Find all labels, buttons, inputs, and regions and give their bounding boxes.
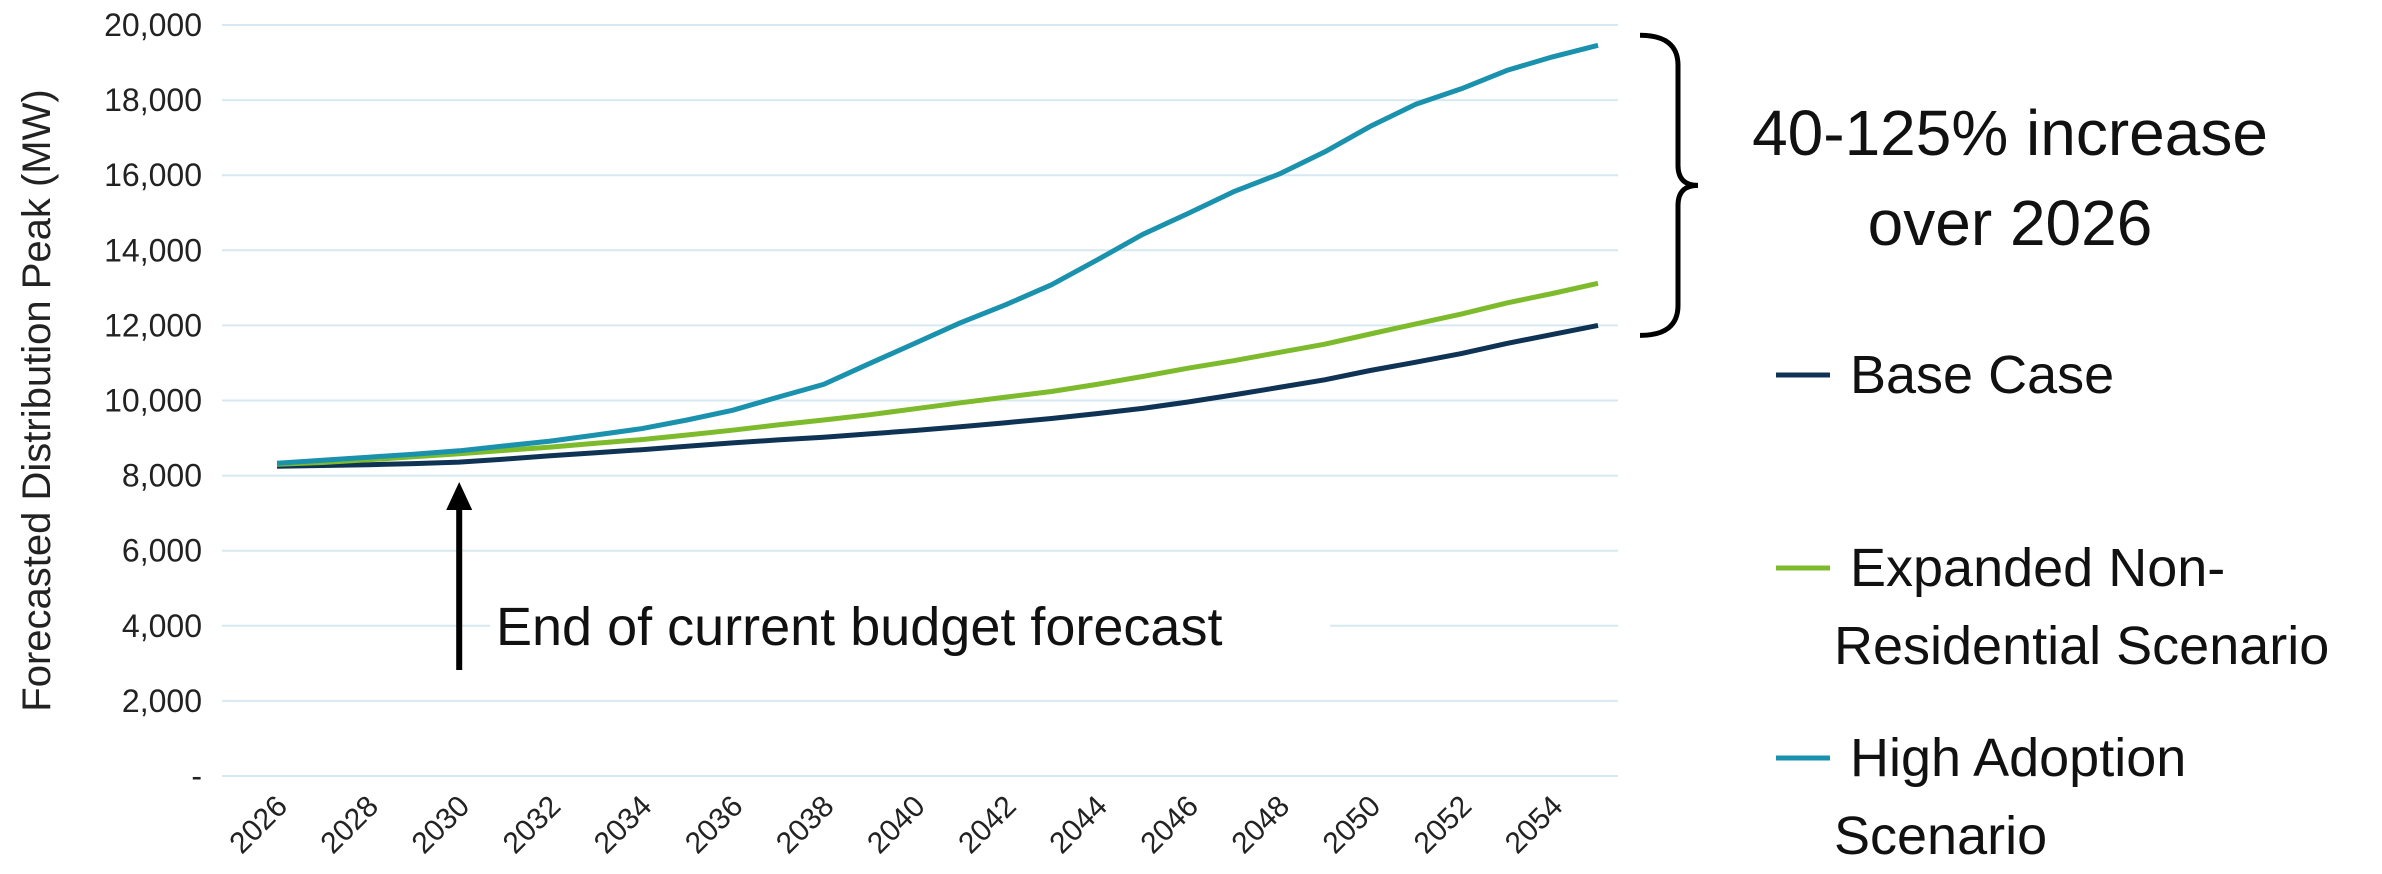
y-axis-ticks: - 2,000 4,000 6,000 8,000 10,000 12,000 14,000 1… bbox=[104, 7, 202, 794]
legend-label: Scenario bbox=[1834, 806, 2047, 866]
range-brace bbox=[1639, 32, 1699, 338]
budget-annotation: End of current budget forecast bbox=[496, 597, 1222, 657]
legend-label: Expanded Non- bbox=[1850, 538, 2225, 598]
y-tick-label: 14,000 bbox=[104, 232, 202, 268]
legend-label: Residential Scenario bbox=[1834, 616, 2329, 676]
annotations: End of current budget forecast 40-125% in… bbox=[446, 32, 2268, 670]
series-line bbox=[276, 280, 1599, 467]
legend: Base Case Expanded Non- Residential Scenar… bbox=[1776, 345, 2329, 866]
legend-label: Base Case bbox=[1850, 345, 2114, 405]
x-tick-label: 2048 bbox=[1226, 790, 1297, 861]
budget-arrow-head bbox=[446, 482, 473, 510]
x-tick-label: 2038 bbox=[770, 790, 841, 861]
x-tick-label: 2030 bbox=[406, 790, 477, 861]
x-axis-ticks: 2026 2028 2030 2032 2034 2036 2038 2040 2042 2044… bbox=[223, 790, 1569, 861]
y-tick-label: 4,000 bbox=[122, 608, 202, 644]
series-lines bbox=[276, 42, 1599, 469]
x-tick-label: 2054 bbox=[1499, 790, 1570, 861]
x-tick-label: 2026 bbox=[223, 790, 294, 861]
y-tick-label: 18,000 bbox=[104, 82, 202, 118]
x-tick-label: 2044 bbox=[1043, 790, 1114, 861]
x-tick-label: 2042 bbox=[952, 790, 1023, 861]
x-tick-label: 2034 bbox=[588, 790, 659, 861]
x-tick-label: 2028 bbox=[315, 790, 386, 861]
y-tick-label: 8,000 bbox=[122, 458, 202, 494]
x-tick-label: 2032 bbox=[497, 790, 568, 861]
series-line bbox=[276, 322, 1599, 469]
legend-label: High Adoption bbox=[1850, 728, 2186, 788]
x-tick-label: 2052 bbox=[1408, 790, 1479, 861]
x-tick-label: 2036 bbox=[679, 790, 750, 861]
x-tick-label: 2050 bbox=[1317, 790, 1388, 861]
increase-callout-line2: over 2026 bbox=[1868, 187, 2153, 259]
y-tick-label: - bbox=[191, 758, 202, 794]
y-tick-label: 16,000 bbox=[104, 157, 202, 193]
increase-callout-line1: 40-125% increase bbox=[1752, 97, 2268, 169]
y-tick-label: 20,000 bbox=[104, 7, 202, 43]
x-tick-label: 2046 bbox=[1134, 790, 1205, 861]
series-line bbox=[276, 42, 1599, 466]
y-tick-label: 2,000 bbox=[122, 683, 202, 719]
y-tick-label: 12,000 bbox=[104, 307, 202, 343]
y-axis-label: Forecasted Distribution Peak (MW) bbox=[15, 89, 59, 711]
y-tick-label: 6,000 bbox=[122, 533, 202, 569]
budget-text-background bbox=[490, 590, 1330, 660]
y-tick-label: 10,000 bbox=[104, 383, 202, 419]
grid-lines bbox=[222, 24, 1618, 777]
x-tick-label: 2040 bbox=[861, 790, 932, 861]
